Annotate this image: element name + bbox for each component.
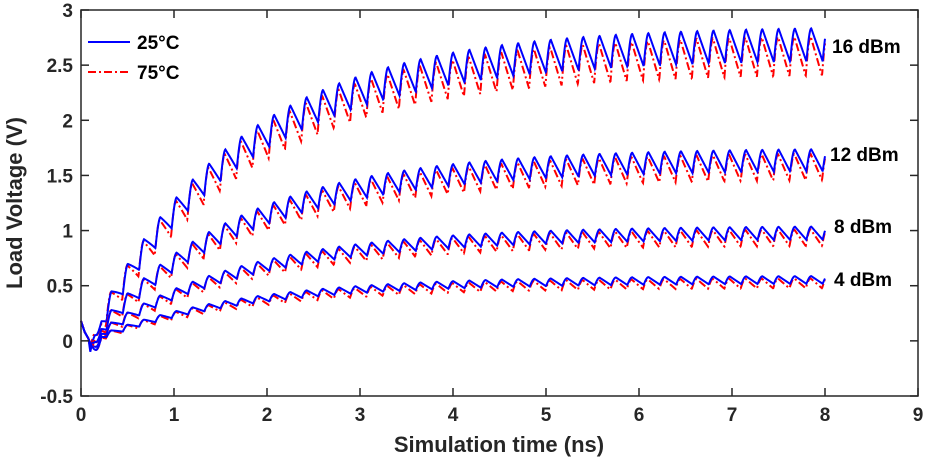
series-75c-4dbm: [80, 277, 826, 351]
x-tick-label: 2: [262, 405, 273, 426]
series-75c-16dbm: [80, 34, 826, 350]
x-tick-label: 5: [541, 405, 552, 426]
y-tick-label: 1: [62, 222, 73, 243]
plot-frame: [80, 9, 919, 397]
legend-label-25c: 25°C: [137, 33, 180, 54]
series-25c-12dbm: [80, 148, 826, 351]
x-tick-label: 6: [634, 405, 645, 426]
series-75c-12dbm: [80, 152, 826, 350]
x-tick-label: 8: [820, 405, 831, 426]
series-layer: [80, 26, 826, 352]
x-tick-label: 1: [169, 405, 180, 426]
ticks-layer: 0 1 2 3 4 5 6 7 8 9-0.500.511.522.53: [40, 1, 923, 426]
y-tick-label: 0.5: [47, 277, 74, 298]
legend: 25°C 75°C: [88, 33, 180, 84]
y-axis-title: Load Voltage (V): [2, 117, 27, 289]
annotation-8dbm: 8 dBm: [834, 217, 892, 238]
y-tick-label: 2.5: [47, 56, 74, 77]
annotation-12dbm: 12 dBm: [830, 145, 899, 166]
x-tick-label: 3: [355, 405, 366, 426]
y-tick-label: -0.5: [40, 387, 73, 408]
y-tick-label: 3: [62, 1, 73, 22]
series-75c-8dbm: [80, 228, 826, 348]
x-axis-title: Simulation time (ns): [394, 432, 604, 457]
x-tick-label: 9: [913, 405, 924, 426]
series-25c-16dbm: [80, 26, 826, 352]
annotation-4dbm: 4 dBm: [834, 270, 892, 291]
legend-label-75c: 75°C: [137, 63, 180, 84]
y-tick-label: 2: [62, 111, 73, 132]
y-tick-label: 0: [62, 332, 73, 353]
series-25c-4dbm: [80, 275, 826, 351]
annotation-layer: 16 dBm 12 dBm 8 dBm 4 dBm: [830, 37, 901, 291]
x-tick-label: 0: [76, 405, 87, 426]
x-tick-label: 4: [448, 405, 459, 426]
x-tick-label: 7: [727, 405, 738, 426]
y-tick-label: 1.5: [47, 166, 74, 187]
annotation-16dbm: 16 dBm: [832, 37, 901, 58]
series-25c-8dbm: [80, 225, 826, 348]
